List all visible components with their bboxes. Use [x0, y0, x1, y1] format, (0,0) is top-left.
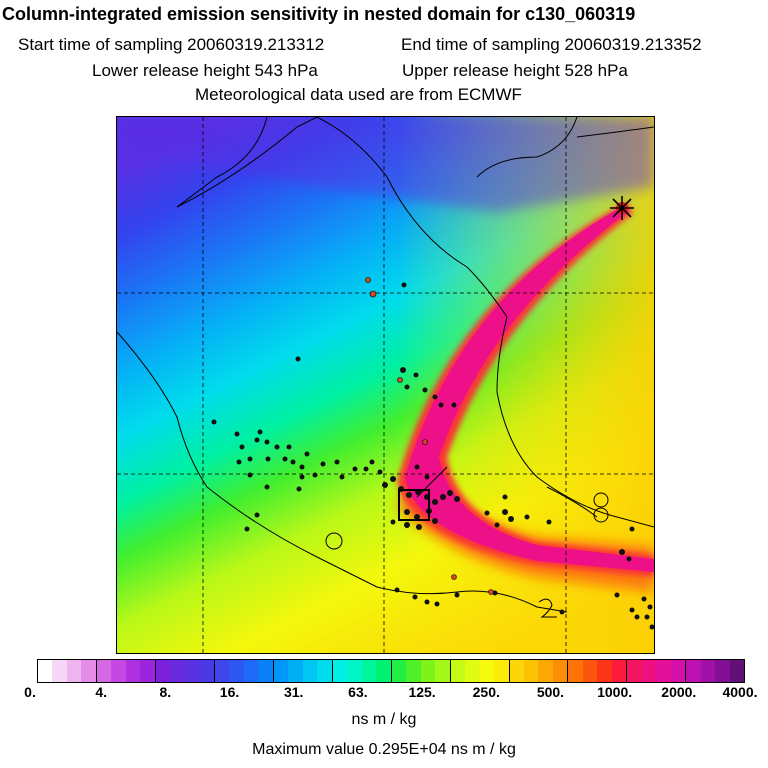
colorbar-cell [38, 660, 53, 682]
release-point-star [610, 196, 634, 220]
end-time: End time of sampling 20060319.213352 [401, 35, 702, 54]
colorbar-cell [552, 660, 569, 682]
plot-title: Column-integrated emission sensitivity i… [2, 4, 636, 24]
colorbar-cell [627, 660, 642, 682]
magenta-plume [405, 205, 654, 572]
colorbar-cell [302, 660, 318, 682]
colorbar-cell [332, 660, 348, 682]
colorbar-cell [641, 660, 657, 682]
colorbar-cell [273, 660, 289, 682]
colorbar-cell [214, 660, 230, 682]
colorbar-cell [494, 660, 510, 682]
colorbar-cell [406, 660, 421, 682]
colorbar-tick-label: 63. [348, 684, 368, 700]
colorbar-cell [258, 660, 274, 682]
colorbar-cell [155, 660, 171, 682]
colorbar-cell [715, 660, 730, 682]
colorbar-cell [420, 660, 436, 682]
colorbar-cell [582, 660, 598, 682]
colorbar-cell [111, 660, 126, 682]
upper-release-height: Upper release height 528 hPa [402, 61, 628, 80]
map-canvas: 8 [117, 117, 654, 653]
colorbar-cell [465, 660, 480, 682]
colorbar-cell [568, 660, 583, 682]
colorbar-tick-label: 500. [536, 684, 565, 700]
colorbar-cell [597, 660, 612, 682]
colorbar-tick-label: 250. [472, 684, 500, 700]
colorbar-cell [656, 660, 671, 682]
colorbar [37, 659, 745, 683]
colorbar-cell [523, 660, 539, 682]
maximum-value: Maximum value 0.295E+04 ns m / kg [252, 741, 516, 758]
colorbar-tick-label: 4. [95, 684, 108, 700]
colorbar-cell [538, 660, 553, 682]
colorbar-cell [81, 660, 97, 682]
receptor-box [398, 489, 430, 521]
colorbar-cell [184, 660, 200, 682]
colorbar-cell [686, 660, 701, 682]
colorbar-cell [199, 660, 215, 682]
colorbar-cell [700, 660, 716, 682]
colorbar-cell [52, 660, 67, 682]
colorbar-cell [170, 660, 185, 682]
colorbar-ticks: 0. 4. 8. 16. 31. 63. 125. 250. 500. 1000. 2000. 400… [0, 684, 768, 702]
colorbar-cell [611, 660, 628, 682]
colorbar-tick-label: 1000. [597, 684, 633, 700]
colorbar-tick-label: 4000. [722, 684, 758, 700]
colorbar-tick-label: 16. [219, 684, 240, 700]
colorbar-cell [361, 660, 377, 682]
colorbar-cell [479, 660, 495, 682]
lat-lon-grid [117, 117, 654, 653]
colorbar-cell [140, 660, 156, 682]
colorbar-cell [243, 660, 259, 682]
colorbar-cell [96, 660, 112, 682]
colorbar-unit: ns m / kg [351, 711, 417, 728]
colorbar-cell [229, 660, 244, 682]
fire-hotspots [211, 282, 654, 630]
north-low-band [117, 117, 654, 212]
start-time: Start time of sampling 20060319.213312 [18, 35, 325, 54]
met-data-note: Meteorological data used are from ECMWF [195, 85, 522, 104]
colorbar-tick-label: 2000. [661, 684, 697, 700]
colorbar-tick-label: 0. [24, 684, 36, 700]
colorbar-cell [729, 660, 745, 682]
country-borders [117, 117, 654, 613]
colorbar-cell [670, 660, 687, 682]
colorbar-cell [347, 660, 362, 682]
colorbar-tick-label: 31. [283, 684, 304, 700]
colorbar-cell [317, 660, 333, 682]
colorbar-cell [66, 660, 82, 682]
colorbar-cell [509, 660, 524, 682]
colorbar-cell [450, 660, 466, 682]
colorbar-cell [125, 660, 141, 682]
fire-hotspots-recent [365, 277, 494, 595]
colorbar-cell [376, 660, 392, 682]
colorbar-tick-label: 8. [159, 684, 172, 700]
sensitivity-map: 8 [116, 116, 655, 654]
lower-release-height: Lower release height 543 hPa [92, 61, 318, 80]
contour-lines [325, 492, 609, 618]
colorbar-cell [288, 660, 303, 682]
colorbar-cell [391, 660, 407, 682]
colorbar-cell [435, 660, 451, 682]
colorbar-tick-label: 125. [408, 684, 436, 700]
